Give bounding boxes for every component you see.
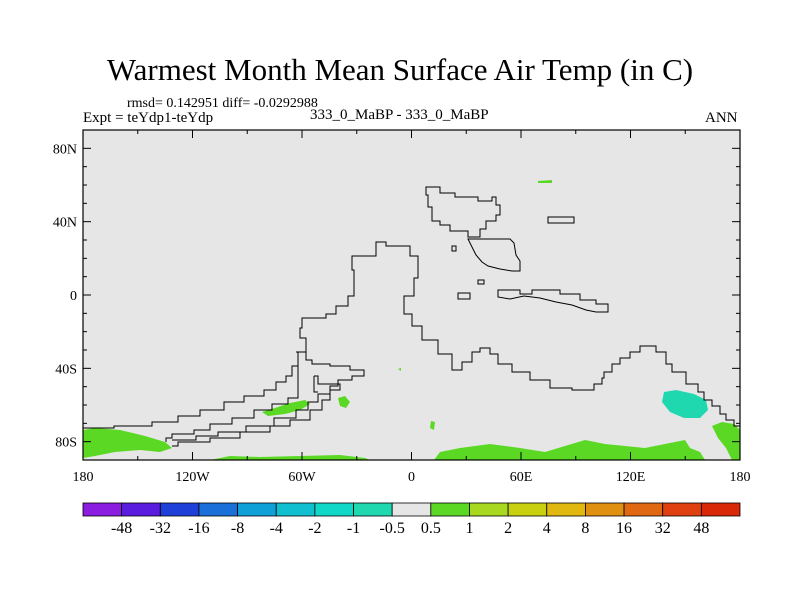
coastline bbox=[314, 375, 341, 394]
colorbar-swatch bbox=[314, 502, 354, 517]
y-tick-label: 40S bbox=[55, 362, 77, 377]
comparison-label: 333_0_MaBP - 333_0_MaBP bbox=[310, 107, 489, 123]
colorbar-swatch bbox=[585, 502, 625, 517]
colorbar-label: -32 bbox=[150, 520, 171, 537]
colorbar-label: 0.5 bbox=[421, 520, 441, 537]
coastline bbox=[165, 351, 299, 442]
anomaly-patch bbox=[262, 400, 310, 416]
colorbar-swatch bbox=[469, 502, 509, 517]
colorbar-label: -48 bbox=[111, 520, 132, 537]
anomaly-patch bbox=[538, 180, 552, 183]
coastline bbox=[451, 245, 457, 252]
colorbar-swatch bbox=[237, 502, 277, 517]
x-tick-label: 60W bbox=[288, 470, 316, 485]
coastline bbox=[497, 289, 609, 313]
x-tick-label: 180 bbox=[73, 470, 94, 485]
anomaly-patch bbox=[338, 396, 350, 408]
anomaly-patch bbox=[430, 421, 435, 430]
coastline bbox=[425, 186, 501, 238]
coastline bbox=[457, 292, 471, 300]
colorbar-label: -16 bbox=[188, 520, 209, 537]
coastline bbox=[477, 279, 485, 285]
y-tick-label: 80S bbox=[55, 436, 77, 451]
season-label: ANN bbox=[705, 110, 738, 126]
colorbar-swatch bbox=[662, 502, 702, 517]
colorbar-swatch bbox=[546, 502, 586, 517]
colorbar-swatch bbox=[121, 502, 161, 517]
coastline bbox=[172, 394, 331, 447]
colorbar-label: 8 bbox=[581, 520, 589, 537]
colorbar-swatch bbox=[507, 502, 548, 517]
rmsd-diff-stats: rmsd= 0.142951 diff= -0.0292988 bbox=[127, 96, 318, 111]
x-tick-label: 0 bbox=[408, 470, 415, 485]
colorbar-label: -1 bbox=[347, 520, 360, 537]
colorbar-label: 16 bbox=[616, 520, 632, 537]
coastline bbox=[356, 241, 741, 432]
x-tick-label: 180 bbox=[730, 470, 751, 485]
anomaly-regions bbox=[83, 180, 740, 460]
y-tick-label: 80N bbox=[53, 142, 77, 157]
anomaly-patch bbox=[210, 455, 370, 460]
axes: 180 120W 60W 0 60E 120E 180 80N 40N 0 40S 80S bbox=[53, 129, 751, 485]
colorbar-label: -2 bbox=[308, 520, 321, 537]
coastline bbox=[313, 376, 318, 393]
anomaly-patch bbox=[662, 390, 708, 418]
colorbar-swatch bbox=[198, 502, 238, 517]
anomaly-patch bbox=[398, 368, 401, 371]
coastline bbox=[467, 238, 521, 272]
colorbar-label: 4 bbox=[543, 520, 551, 537]
colorbar-swatch bbox=[391, 502, 432, 517]
colorbar-label: -0.5 bbox=[380, 520, 405, 537]
y-tick-label: 0 bbox=[70, 289, 77, 304]
y-tick-label: 40N bbox=[53, 216, 77, 231]
colorbar-swatch bbox=[159, 502, 200, 517]
colorbar-label: 1 bbox=[465, 520, 473, 537]
x-tick-label: 120W bbox=[175, 470, 210, 485]
colorbar-swatch bbox=[275, 502, 316, 517]
chart-title: Warmest Month Mean Surface Air Temp (in … bbox=[106, 52, 694, 87]
colorbar-swatch bbox=[82, 502, 123, 517]
experiment-label: Expt = teYdp1-teYdp bbox=[83, 110, 214, 126]
anomaly-patch bbox=[83, 428, 172, 458]
colorbar-label: 32 bbox=[655, 520, 671, 537]
anomaly-patch bbox=[712, 422, 740, 460]
colorbar-swatch bbox=[623, 502, 664, 517]
colorbar-swatch bbox=[700, 502, 741, 517]
coastline bbox=[83, 255, 356, 429]
coastlines bbox=[83, 186, 741, 447]
colorbar-swatch bbox=[430, 502, 470, 517]
colorbar-label: 48 bbox=[693, 520, 709, 537]
coastline bbox=[547, 216, 575, 224]
colorbar-label: 2 bbox=[504, 520, 512, 537]
colorbar-label: -4 bbox=[270, 520, 283, 537]
x-tick-label: 120E bbox=[616, 470, 646, 485]
colorbar-swatch bbox=[353, 502, 393, 517]
plot-background bbox=[83, 130, 740, 460]
colorbar-label: -8 bbox=[231, 520, 244, 537]
anomaly-patch bbox=[434, 440, 705, 460]
x-tick-label: 60E bbox=[510, 470, 533, 485]
colorbar: -48 -32 -16 -8 -4 -2 -1 -0.5 0.5 1 2 4 8 16 32 48 bbox=[82, 502, 741, 537]
